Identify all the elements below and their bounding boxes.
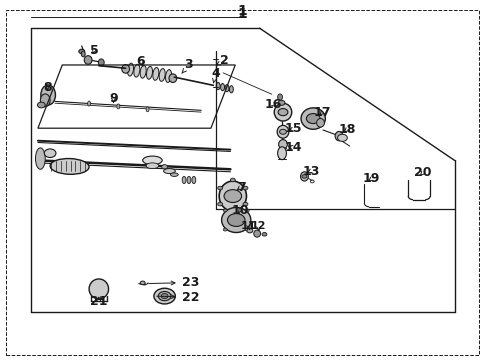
Text: 5: 5	[90, 44, 98, 57]
Circle shape	[230, 210, 235, 214]
Text: 2: 2	[217, 54, 229, 67]
Ellipse shape	[274, 103, 292, 121]
Ellipse shape	[301, 108, 325, 129]
Ellipse shape	[171, 173, 178, 176]
Ellipse shape	[169, 74, 177, 82]
Ellipse shape	[278, 94, 283, 100]
Ellipse shape	[122, 64, 129, 73]
Ellipse shape	[117, 104, 120, 109]
Circle shape	[280, 129, 287, 134]
Ellipse shape	[81, 51, 85, 57]
Circle shape	[158, 292, 171, 301]
Circle shape	[44, 149, 56, 157]
Ellipse shape	[140, 66, 146, 78]
Circle shape	[278, 109, 288, 116]
Ellipse shape	[254, 230, 261, 237]
Text: 12: 12	[251, 221, 267, 231]
Text: 20: 20	[414, 166, 432, 179]
Text: 1: 1	[238, 7, 247, 21]
Ellipse shape	[134, 64, 140, 77]
Ellipse shape	[127, 63, 133, 76]
Ellipse shape	[143, 156, 162, 165]
Circle shape	[338, 134, 347, 141]
Circle shape	[243, 202, 248, 206]
Ellipse shape	[277, 125, 289, 138]
Ellipse shape	[50, 158, 89, 174]
Text: 15: 15	[285, 122, 302, 135]
Ellipse shape	[229, 86, 233, 93]
Circle shape	[245, 228, 249, 231]
Circle shape	[37, 102, 45, 108]
Ellipse shape	[216, 82, 220, 90]
Ellipse shape	[182, 176, 186, 184]
Text: 16: 16	[265, 98, 282, 111]
Ellipse shape	[153, 67, 159, 80]
Ellipse shape	[84, 56, 92, 64]
Ellipse shape	[159, 68, 165, 81]
Ellipse shape	[146, 107, 149, 112]
Ellipse shape	[317, 118, 324, 127]
Circle shape	[262, 233, 267, 236]
Text: 21: 21	[90, 295, 108, 308]
Text: 17: 17	[313, 106, 331, 120]
Circle shape	[227, 213, 245, 226]
Circle shape	[162, 165, 168, 169]
Circle shape	[243, 186, 248, 190]
Circle shape	[223, 209, 227, 212]
Circle shape	[245, 209, 249, 212]
Ellipse shape	[279, 140, 288, 149]
Text: 3: 3	[182, 58, 193, 73]
Circle shape	[218, 186, 222, 190]
Text: 14: 14	[285, 141, 302, 154]
Ellipse shape	[89, 279, 109, 299]
Text: 7: 7	[237, 181, 245, 194]
Text: 13: 13	[302, 165, 319, 177]
Ellipse shape	[40, 94, 50, 107]
Circle shape	[247, 229, 253, 233]
Ellipse shape	[221, 207, 251, 233]
Ellipse shape	[88, 101, 91, 106]
Ellipse shape	[146, 163, 159, 168]
Text: 19: 19	[363, 172, 380, 185]
Ellipse shape	[41, 85, 55, 105]
Ellipse shape	[335, 131, 343, 141]
Ellipse shape	[35, 148, 45, 169]
Circle shape	[230, 178, 235, 182]
Ellipse shape	[225, 85, 229, 92]
Text: 1: 1	[238, 4, 247, 18]
Circle shape	[302, 175, 307, 178]
Circle shape	[218, 202, 222, 206]
Text: 8: 8	[43, 81, 52, 94]
Ellipse shape	[98, 59, 104, 66]
Ellipse shape	[166, 69, 171, 82]
Ellipse shape	[187, 176, 191, 184]
Ellipse shape	[192, 176, 196, 184]
Circle shape	[223, 228, 227, 231]
Ellipse shape	[147, 67, 152, 79]
Text: 10: 10	[231, 204, 249, 217]
Text: 4: 4	[211, 67, 220, 83]
Text: 23: 23	[149, 276, 199, 289]
Ellipse shape	[164, 168, 175, 174]
Circle shape	[306, 113, 320, 123]
Circle shape	[278, 100, 285, 105]
Text: 6: 6	[136, 55, 145, 68]
Text: 18: 18	[339, 123, 356, 136]
Circle shape	[79, 49, 85, 54]
Circle shape	[140, 281, 145, 285]
Text: 22: 22	[157, 291, 199, 304]
Circle shape	[161, 294, 168, 298]
Ellipse shape	[300, 172, 308, 181]
Text: 11: 11	[241, 221, 257, 231]
Ellipse shape	[219, 181, 246, 211]
Text: 9: 9	[109, 92, 118, 105]
Circle shape	[224, 190, 242, 203]
Ellipse shape	[278, 147, 287, 159]
Ellipse shape	[220, 84, 224, 91]
Circle shape	[154, 288, 175, 304]
